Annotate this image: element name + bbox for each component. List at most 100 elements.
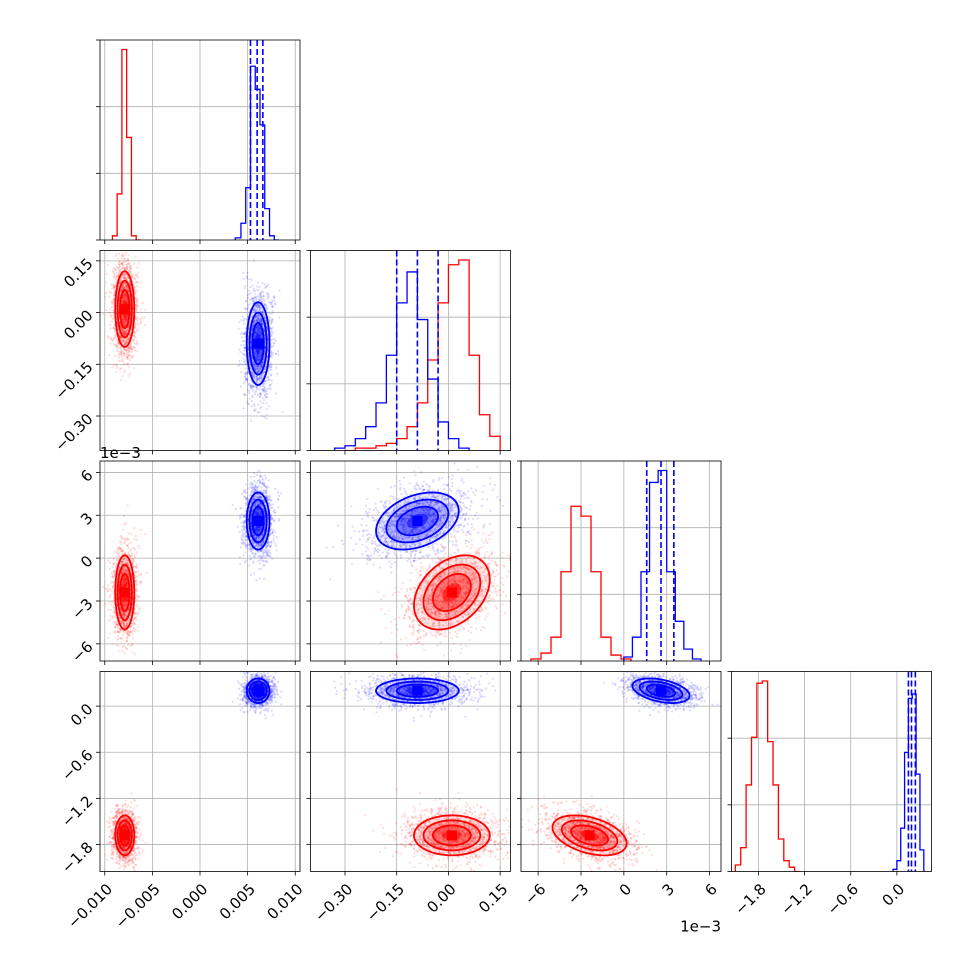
- scatter-point: [118, 547, 121, 551]
- scatter-point: [120, 367, 123, 370]
- scatter-point: [126, 632, 129, 635]
- scatter-point: [251, 325, 255, 328]
- scatter-point: [268, 383, 272, 386]
- scatter-point: [116, 561, 119, 564]
- scatter-point: [124, 568, 127, 572]
- scatter-point: [124, 297, 128, 300]
- scatter-point: [127, 246, 129, 248]
- scatter-point: [258, 554, 262, 557]
- scatter-point: [135, 575, 139, 578]
- scatter-point: [264, 491, 267, 494]
- scatter-point: [133, 622, 136, 625]
- scatter-point: [113, 274, 116, 278]
- scatter-point: [243, 346, 246, 349]
- scatter-point: [121, 549, 124, 552]
- scatter-point: [136, 299, 139, 303]
- scatter-point: [133, 326, 137, 330]
- scatter-point: [266, 293, 269, 296]
- scatter-point: [261, 482, 264, 485]
- scatter-point: [121, 329, 124, 332]
- scatter-point: [125, 277, 128, 281]
- scatter-point: [251, 325, 254, 328]
- scatter-point: [274, 352, 277, 356]
- scatter-point: [271, 305, 275, 308]
- scatter-point: [127, 349, 130, 352]
- scatter-point: [121, 570, 124, 573]
- scatter-point: [130, 623, 133, 626]
- scatter-point: [117, 271, 121, 274]
- scatter-point: [120, 585, 124, 588]
- scatter-point: [251, 357, 254, 360]
- scatter-point: [123, 566, 126, 569]
- scatter-point: [123, 274, 126, 278]
- scatter-point: [123, 322, 126, 325]
- scatter-point: [122, 282, 126, 285]
- scatter-point: [258, 308, 261, 311]
- scatter-point: [115, 269, 118, 272]
- scatter-point: [123, 286, 126, 289]
- scatter-point: [125, 341, 128, 345]
- scatter-point: [275, 545, 278, 548]
- scatter-point: [265, 490, 268, 493]
- scatter-point: [261, 361, 264, 364]
- scatter-point: [263, 316, 267, 319]
- scatter-point: [107, 295, 111, 299]
- scatter-point: [272, 519, 276, 522]
- scatter-point: [256, 317, 260, 320]
- scatter-point: [120, 560, 123, 563]
- scatter-point: [135, 582, 138, 586]
- scatter-point: [269, 327, 273, 330]
- scatter-point: [114, 620, 117, 623]
- scatter-point: [126, 599, 129, 602]
- scatter-point: [113, 329, 117, 332]
- scatter-point: [257, 528, 260, 531]
- scatter-point: [135, 300, 138, 303]
- scatter-point: [127, 572, 130, 576]
- scatter-point: [253, 391, 256, 394]
- scatter-point: [239, 385, 243, 388]
- scatter-point: [124, 330, 127, 333]
- scatter-point: [125, 622, 129, 625]
- scatter-point: [123, 267, 126, 270]
- scatter-point: [121, 581, 125, 585]
- scatter-point: [263, 283, 266, 286]
- scatter-point: [135, 615, 138, 619]
- scatter-point: [124, 570, 127, 573]
- scatter-point: [273, 338, 276, 341]
- scatter-point: [136, 298, 140, 301]
- scatter-point: [131, 356, 134, 359]
- scatter-point: [133, 342, 136, 345]
- scatter-point: [253, 364, 256, 367]
- scatter-point: [268, 366, 271, 369]
- scatter-point: [127, 609, 130, 612]
- scatter-point: [136, 305, 139, 308]
- scatter-point: [112, 285, 115, 288]
- scatter-point: [126, 600, 129, 603]
- scatter-point: [251, 329, 254, 332]
- scatter-point: [113, 336, 116, 340]
- scatter-point: [124, 331, 127, 334]
- scatter-point: [119, 608, 123, 611]
- scatter-point: [121, 301, 124, 304]
- scatter-point: [127, 551, 130, 554]
- scatter-point: [122, 577, 125, 581]
- scatter-point: [271, 353, 274, 357]
- scatter-point: [126, 631, 129, 634]
- scatter-point: [253, 308, 256, 311]
- scatter-point: [262, 384, 265, 388]
- scatter-point: [256, 353, 259, 356]
- scatter-point: [124, 341, 127, 344]
- scatter-point: [124, 578, 127, 581]
- scatter-point: [123, 612, 126, 615]
- scatter-point: [107, 608, 110, 611]
- scatter-point: [135, 307, 138, 311]
- scatter-point: [121, 286, 124, 289]
- scatter-point: [123, 651, 126, 655]
- scatter-point: [268, 504, 271, 507]
- scatter-point: [254, 488, 257, 491]
- scatter-point: [266, 395, 269, 399]
- scatter-point: [256, 324, 259, 327]
- scatter-point: [122, 603, 126, 606]
- scatter-point: [127, 634, 130, 637]
- scatter-point: [249, 475, 252, 479]
